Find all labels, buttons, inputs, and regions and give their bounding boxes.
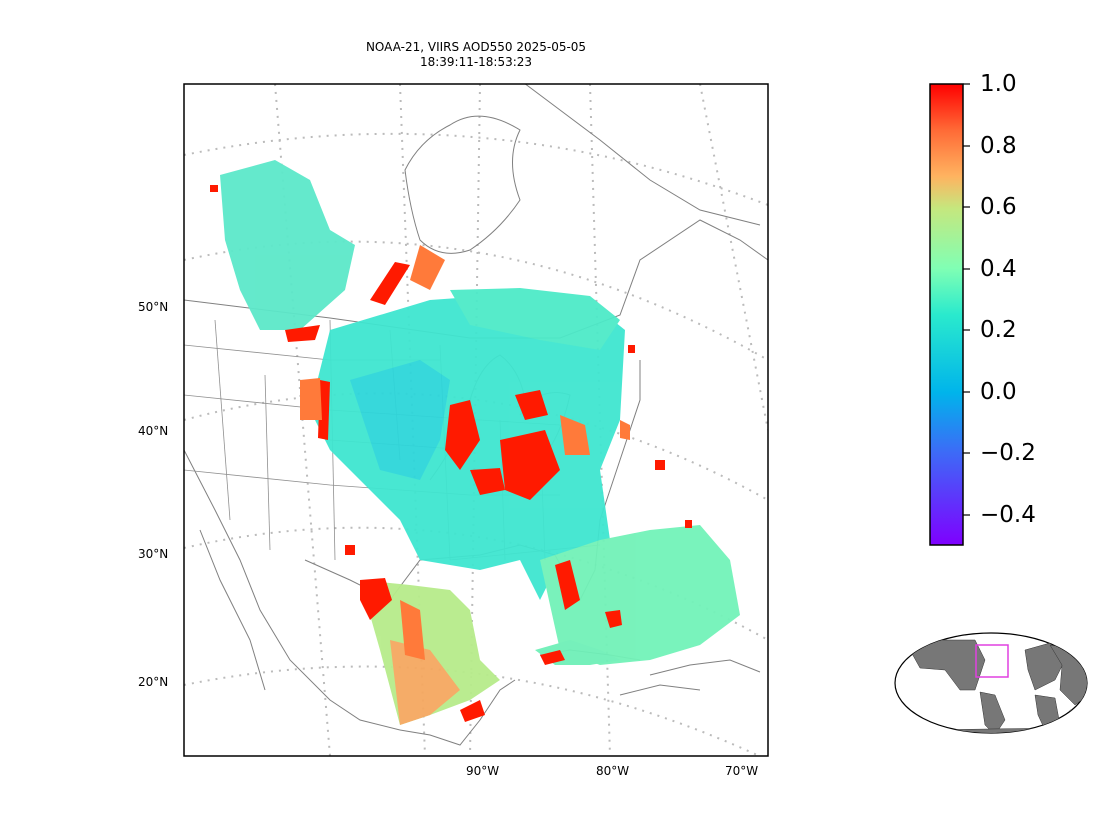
lon-label-80w: 80°W	[596, 764, 630, 778]
colorbar-label: 0.8	[980, 133, 1017, 159]
aod-patch-northwest	[220, 160, 355, 330]
map-title-line2: 18:39:11-18:53:23	[419, 55, 533, 69]
lat-label-50n: 50°N	[138, 300, 169, 314]
colorbar-label: 0.0	[980, 379, 1017, 405]
map-frame	[183, 83, 769, 757]
lat-label-40n: 40°N	[138, 424, 169, 438]
inset-globe	[894, 632, 1088, 734]
colorbar-label: 1.0	[980, 71, 1017, 97]
map-panel	[184, 84, 768, 756]
aod-patch-mexico-warm	[390, 640, 460, 725]
lon-label-70w: 70°W	[725, 764, 759, 778]
aod-patch-gulf	[540, 525, 740, 665]
lat-label-30n: 30°N	[138, 547, 169, 561]
aod-high-spots	[210, 185, 692, 722]
colorbar-gradient	[930, 84, 963, 545]
colorbar-label: 0.4	[980, 256, 1017, 282]
colorbar-label: 0.2	[980, 317, 1017, 343]
colorbar	[929, 83, 970, 546]
map-title-line1: NOAA-21, VIIRS AOD550 2025-05-05	[365, 40, 587, 54]
lon-label-90w: 90°W	[466, 764, 500, 778]
aod-patch-lakes	[450, 288, 620, 350]
meridian-70w	[699, 84, 768, 431]
aod-patch-midwest	[350, 360, 450, 480]
colorbar-frame	[929, 83, 964, 546]
aod-swath	[220, 160, 740, 725]
colorbar-ticks	[963, 83, 970, 516]
colorbar-label: −0.4	[980, 502, 1036, 528]
colorbar-label: 0.6	[980, 194, 1017, 220]
inset-region-box	[975, 644, 1009, 678]
colorbar-label: −0.2	[980, 440, 1036, 466]
aod-moderate-spots	[300, 245, 630, 660]
lat-label-20n: 20°N	[138, 675, 169, 689]
